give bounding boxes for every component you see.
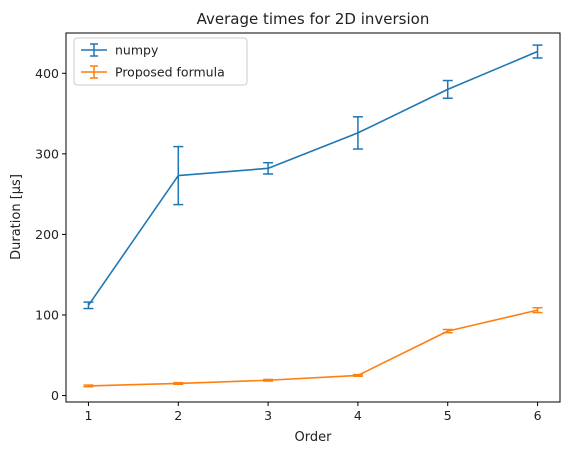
error-bar xyxy=(83,301,94,310)
x-tick-label: 6 xyxy=(534,408,542,423)
series-0 xyxy=(83,44,543,310)
y-tick-label: 0 xyxy=(51,388,59,403)
x-axis-label: Order xyxy=(295,430,333,445)
y-axis-label: Duration [µs] xyxy=(9,174,24,260)
legend-label: numpy xyxy=(115,43,159,58)
x-tick-label: 1 xyxy=(84,408,92,423)
x-tick-label: 4 xyxy=(354,408,362,423)
x-tick-label: 5 xyxy=(444,408,452,423)
legend-swatch xyxy=(81,65,107,79)
error-bar xyxy=(173,381,184,386)
chart-title: Average times for 2D inversion xyxy=(197,10,430,28)
x-tick-label: 2 xyxy=(174,408,182,423)
error-bar xyxy=(83,384,94,388)
y-tick-label: 100 xyxy=(35,307,59,322)
plot-area xyxy=(83,44,543,388)
error-bar xyxy=(263,161,274,175)
legend: numpy Proposed formula xyxy=(73,37,248,86)
error-bar xyxy=(442,328,453,334)
error-bar xyxy=(352,116,363,150)
error-bar xyxy=(263,378,274,382)
error-bar xyxy=(173,145,184,206)
series-line xyxy=(88,309,538,387)
error-bar xyxy=(442,79,453,100)
axis-ticks: 1 2 3 4 5 6 0 100 200 300 400 xyxy=(35,66,541,423)
y-tick-label: 200 xyxy=(35,227,59,242)
x-tick-label: 3 xyxy=(264,408,272,423)
series-line xyxy=(87,50,538,306)
y-tick-label: 400 xyxy=(35,66,59,81)
legend-swatch xyxy=(81,43,107,57)
legend-frame xyxy=(73,37,248,86)
legend-label: Proposed formula xyxy=(115,65,225,80)
error-bar xyxy=(352,373,363,377)
axes-frame xyxy=(65,32,561,403)
series-1 xyxy=(83,306,543,388)
error-bar xyxy=(532,44,543,59)
error-bar xyxy=(532,306,543,314)
y-tick-label: 300 xyxy=(35,146,59,161)
